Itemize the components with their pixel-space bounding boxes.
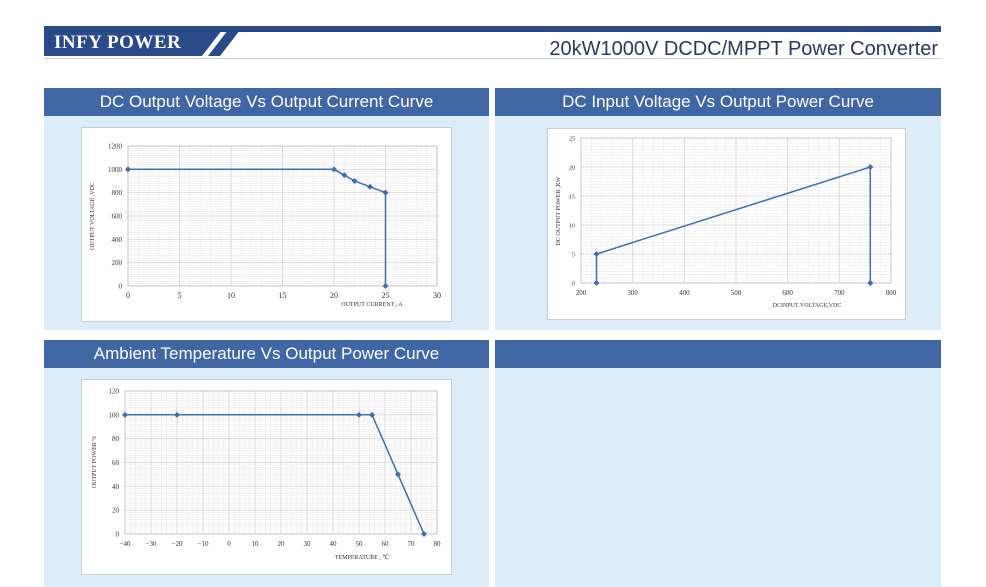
x-tick-label: 0 xyxy=(227,540,231,548)
y-tick-label: 800 xyxy=(112,189,123,197)
chart-frame: 0 5 10 15 20 25 200 300 400 500 600 700 800 DC OUTPUT… xyxy=(547,128,906,320)
page-subtitle: 20kW1000V DCDC/MPPT Power Converter xyxy=(549,38,938,60)
x-tick-label: 600 xyxy=(782,289,793,297)
x-tick-label: 500 xyxy=(731,289,742,297)
x-tick-label: 300 xyxy=(627,289,638,297)
y-tick-label: 25 xyxy=(569,137,575,143)
x-tick-label: 700 xyxy=(834,289,845,297)
y-tick-label: 20 xyxy=(569,166,575,172)
x-axis-title: OUTPUT CURRENT , A xyxy=(341,302,403,308)
panel-empty xyxy=(495,340,941,587)
data-point xyxy=(421,531,427,537)
panel-temperature-power: Ambient Temperature Vs Output Power Curv… xyxy=(44,340,489,587)
panel-title: DC Output Voltage Vs Output Current Curv… xyxy=(44,88,489,116)
y-axis-title: OUTPUT VOLTAGE ,VDC xyxy=(90,182,96,250)
x-tick-label: 10 xyxy=(252,540,260,548)
data-point xyxy=(867,280,874,286)
data-point xyxy=(122,411,128,418)
data-point xyxy=(593,251,600,257)
header-divider xyxy=(44,58,941,59)
chart-temperature-power: 0 20 40 60 80 100 120 −40 −30 −20 −10 0 10 20 30 40 50 60… xyxy=(92,388,442,562)
x-tick-label: 50 xyxy=(356,540,364,548)
x-tick-label: 80 xyxy=(434,540,442,548)
x-tick-label: −10 xyxy=(198,540,209,548)
x-tick-label: 200 xyxy=(576,289,587,297)
data-point xyxy=(395,471,401,478)
x-axis-title: TEMPERATURE , ℃ xyxy=(335,555,390,561)
y-tick-label: 600 xyxy=(112,213,123,221)
y-tick-label: 5 xyxy=(572,253,575,259)
y-tick-label: 15 xyxy=(569,195,575,201)
y-tick-label: 200 xyxy=(112,259,123,267)
chart-voltage-power: 0 5 10 15 20 25 200 300 400 500 600 700 800 DC OUTPUT… xyxy=(556,137,897,310)
plot-frame xyxy=(124,390,438,535)
y-axis-title: OUTPUT POWER % xyxy=(92,436,98,489)
brand-logo: INFY POWER xyxy=(44,30,244,56)
panel-title: DC Input Voltage Vs Output Power Curve xyxy=(495,88,941,116)
x-tick-label: 400 xyxy=(679,289,690,297)
y-tick-label: 80 xyxy=(112,435,120,443)
x-tick-label: 40 xyxy=(330,540,338,548)
plot-frame xyxy=(580,137,892,284)
x-tick-label: 20 xyxy=(330,291,338,300)
brand-name: INFY POWER xyxy=(54,32,182,53)
data-point xyxy=(382,189,389,196)
panel-voltage-current: DC Output Voltage Vs Output Current Curv… xyxy=(44,88,489,330)
x-axis-title: DCINPUT VOLTAGE,VDC xyxy=(773,303,842,309)
panel-title xyxy=(495,340,941,368)
data-point xyxy=(367,183,374,190)
data-point xyxy=(356,411,362,418)
y-tick-label: 60 xyxy=(112,459,120,467)
data-point xyxy=(331,166,337,173)
brand-background xyxy=(44,30,240,56)
data-point xyxy=(369,411,375,418)
y-tick-label: 400 xyxy=(112,236,123,244)
y-tick-label: 0 xyxy=(116,531,120,539)
x-tick-label: 20 xyxy=(278,540,286,548)
y-axis-title: DC OUTPUT POWER ,KW xyxy=(556,176,562,245)
y-tick-label: 10 xyxy=(569,224,575,230)
data-point xyxy=(174,411,180,418)
panel-voltage-power: DC Input Voltage Vs Output Power Curve 0… xyxy=(495,88,941,330)
y-tick-label: 100 xyxy=(109,411,120,419)
x-tick-label: 5 xyxy=(178,291,182,300)
series-line xyxy=(125,414,425,535)
y-tick-label: 0 xyxy=(572,282,575,288)
x-tick-label: 70 xyxy=(408,540,416,548)
data-point xyxy=(125,166,131,173)
x-tick-label: 30 xyxy=(433,291,441,300)
chart-frame: 0 200 400 600 800 1000 1200 0 5 10 15 20 25 30 OUTPUT … xyxy=(81,127,452,322)
x-tick-label: 15 xyxy=(279,291,287,300)
series-line xyxy=(595,165,872,283)
y-tick-label: 120 xyxy=(109,388,120,396)
y-tick-label: 1200 xyxy=(108,143,123,151)
x-tick-label: 30 xyxy=(304,540,312,548)
y-tick-label: 0 xyxy=(119,283,123,291)
x-tick-label: −20 xyxy=(172,540,183,548)
chart-frame: 0 20 40 60 80 100 120 −40 −30 −20 −10 0 10 20 30 40 50 60… xyxy=(81,379,452,575)
plot-frame xyxy=(127,145,438,287)
y-tick-label: 40 xyxy=(112,483,120,491)
data-point xyxy=(382,283,389,289)
y-tick-label: 20 xyxy=(112,507,120,515)
data-point xyxy=(867,164,874,170)
y-tick-label: 1000 xyxy=(108,166,123,174)
x-tick-label: 0 xyxy=(126,291,130,300)
x-tick-label: 60 xyxy=(382,540,390,548)
x-tick-label: 800 xyxy=(886,289,897,297)
x-tick-label: 25 xyxy=(382,291,390,300)
data-point xyxy=(341,172,348,179)
header-bar xyxy=(44,26,941,32)
data-point xyxy=(351,178,358,184)
chart-voltage-current: 0 200 400 600 800 1000 1200 0 5 10 15 20 25 30 OUTPUT … xyxy=(90,143,441,309)
x-tick-label: −40 xyxy=(120,540,131,548)
data-point xyxy=(593,280,600,286)
x-tick-label: −30 xyxy=(146,540,157,548)
x-tick-label: 10 xyxy=(227,291,235,300)
panel-title: Ambient Temperature Vs Output Power Curv… xyxy=(44,340,489,368)
